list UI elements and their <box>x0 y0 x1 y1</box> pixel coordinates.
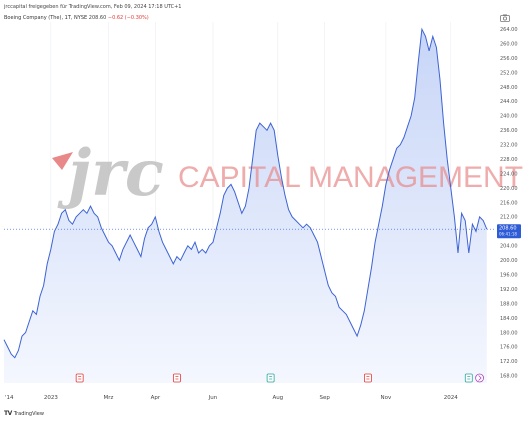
price-area <box>4 29 487 383</box>
event-marker-S[interactable] <box>475 373 484 383</box>
watermark-flag-icon <box>52 152 73 170</box>
y-tick-label: 236.00 <box>500 128 518 134</box>
last-price-badge: 208.60 06:41:18 <box>497 224 521 239</box>
y-tick-label: 240.00 <box>500 114 518 120</box>
y-tick-label: 196.00 <box>500 273 518 279</box>
y-tick-label: 192.00 <box>500 287 518 293</box>
publisher-line: jrccapital freigegeben für TradingView.c… <box>4 4 182 10</box>
x-tick-label: 2024 <box>444 395 458 401</box>
event-marker-E[interactable] <box>363 373 372 383</box>
y-tick-label: 188.00 <box>500 301 518 307</box>
countdown-label: 06:41:18 <box>499 232 517 237</box>
x-tick-label: Aug <box>272 395 283 401</box>
y-tick-label: 176.00 <box>500 345 518 351</box>
event-marker-E[interactable] <box>75 373 84 383</box>
price-line <box>3 27 488 359</box>
y-tick-label: 260.00 <box>500 41 518 47</box>
watermark-logo: jrc <box>57 136 164 211</box>
watermark-company: CAPITAL MANAGEMENT <box>178 161 523 194</box>
footer: TV TradingView <box>4 410 44 417</box>
y-tick-label: 172.00 <box>500 359 518 365</box>
y-tick-label: 228.00 <box>500 157 518 163</box>
event-marker-D[interactable] <box>266 373 275 383</box>
event-marker-D[interactable] <box>464 373 473 383</box>
chart-header: jrccapital freigegeben für TradingView.c… <box>4 4 182 22</box>
x-tick-label: Apr <box>151 395 161 401</box>
x-axis: '14 2023 Mrz Apr Jun Aug Sep Nov 2024 <box>5 395 458 401</box>
y-tick-label: 180.00 <box>500 330 518 336</box>
last-price-label: 208.60 <box>499 226 517 232</box>
symbol-name[interactable]: Boeing Company (The), 1T, NYSE <box>4 15 88 21</box>
event-marker-E[interactable] <box>173 373 181 383</box>
tradingview-logo-icon[interactable]: TV <box>4 410 12 417</box>
last-price-value: 208.60 <box>88 15 107 21</box>
event-markers <box>75 373 484 383</box>
y-tick-label: 248.00 <box>500 85 518 91</box>
y-tick-label: 256.00 <box>500 56 518 62</box>
y-tick-label: 252.00 <box>500 70 518 76</box>
y-tick-label: 264.00 <box>500 27 518 33</box>
x-tick-label: Sep <box>319 395 330 401</box>
symbol-line: Boeing Company (The), 1T, NYSE 208.60 −0… <box>4 15 182 22</box>
watermark: jrc CAPITAL MANAGEMENT <box>52 136 523 211</box>
x-tick-label: Jun <box>208 395 218 401</box>
x-tick-label: Mrz <box>104 395 114 401</box>
y-tick-label: 224.00 <box>500 171 518 177</box>
y-axis: 168.00 172.00 176.00 180.00 184.00 188.00 192.… <box>500 27 518 380</box>
y-tick-label: 200.00 <box>500 258 518 264</box>
y-tick-label: 168.00 <box>500 374 518 380</box>
y-tick-label: 216.00 <box>500 200 518 206</box>
brand-label: TradingView <box>13 410 44 417</box>
x-tick-label: '14 <box>5 395 14 401</box>
price-change: −0.62 (−0.30%) <box>107 15 149 21</box>
y-tick-label: 232.00 <box>500 143 518 149</box>
camera-icon[interactable] <box>500 14 510 22</box>
y-tick-label: 212.00 <box>500 215 518 221</box>
x-tick-label: 2023 <box>44 395 58 401</box>
y-tick-label: 184.00 <box>500 316 518 322</box>
y-tick-label: 244.00 <box>500 99 518 105</box>
x-tick-label: Nov <box>381 395 392 401</box>
y-tick-label: 204.00 <box>500 244 518 250</box>
y-tick-label: 220.00 <box>500 186 518 192</box>
